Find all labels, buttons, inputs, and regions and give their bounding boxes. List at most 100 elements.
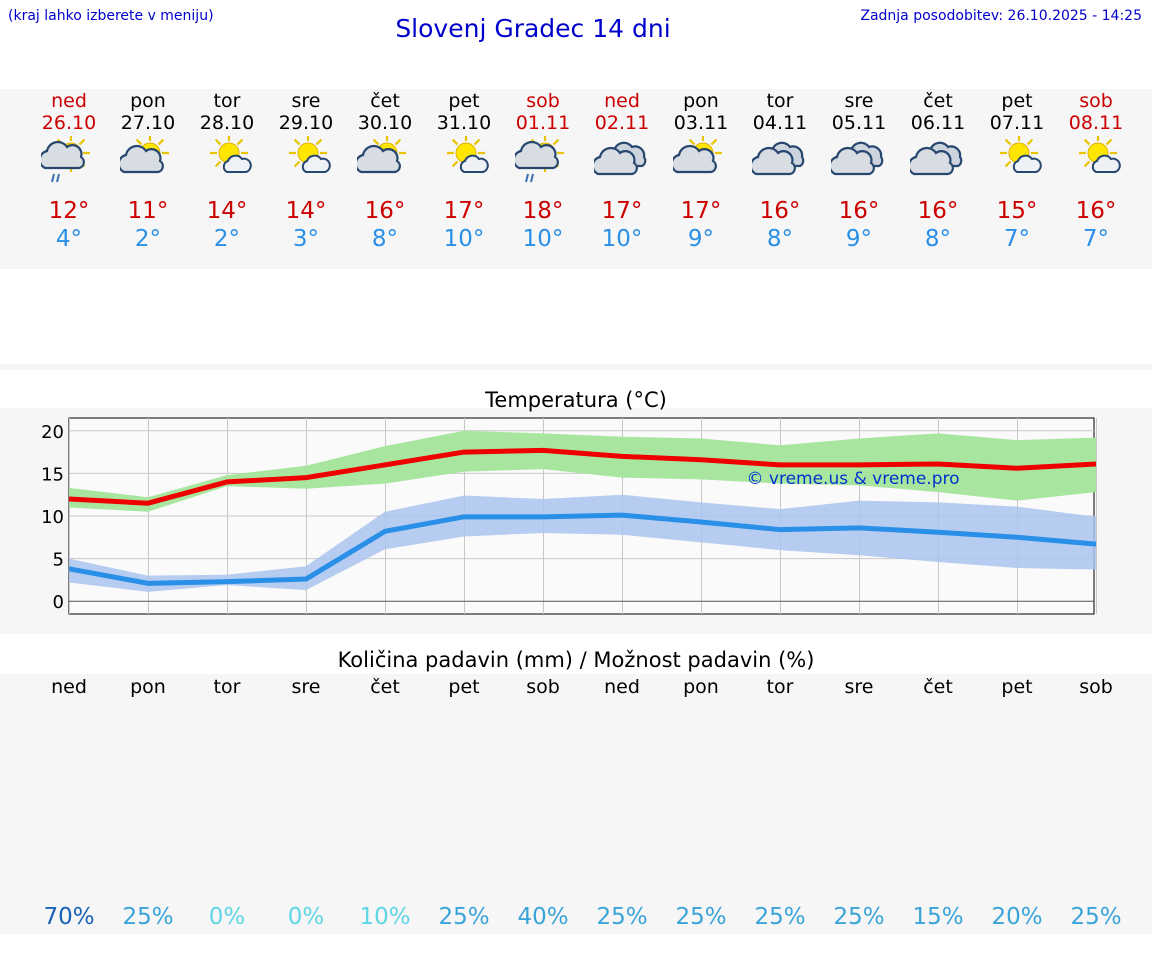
temp-y-tick-label: 15 [41,464,64,485]
precip-probability: 70% [43,904,95,930]
min-temperature: 8° [371,226,399,252]
min-temperature: 7° [1082,226,1110,252]
temp-y-tick-label: 0 [53,592,64,613]
max-temperature: 17° [443,198,485,224]
max-temperature: 16° [364,198,406,224]
day-date: 28.10 [199,112,255,134]
max-temperature-line [68,447,1097,506]
precip-day-label: ned [51,676,87,698]
precip-day-label: čet [370,676,400,698]
precip-day-label: tor [766,676,794,698]
last-updated: Zadnja posodobitev: 26.10.2025 - 14:25 [860,8,1142,24]
max-temperature: 16° [917,198,959,224]
min-temperature: 8° [924,226,952,252]
day-name: sob [526,90,560,112]
day-name: pon [130,90,166,112]
day-name: pet [448,90,480,112]
location-hint: (kraj lahko izberete v meniju) [8,8,214,24]
max-temperature: 12° [48,198,90,224]
min-temperature: 9° [687,226,715,252]
min-temperature: 8° [766,226,794,252]
sun-small-cloud-icon [187,134,267,190]
day-date: 29.10 [278,112,334,134]
max-temperature: 11° [127,198,169,224]
max-temperature: 17° [680,198,722,224]
precip-day-label: sre [844,676,874,698]
day-name: ned [51,90,87,112]
temp-y-tick-label: 20 [41,422,64,443]
sun-small-cloud-icon [266,134,346,190]
cloudy-icon [582,136,662,190]
day-date: 03.11 [673,112,729,134]
day-name: tor [766,90,794,112]
precip-probability: 20% [991,904,1043,930]
day-name: tor [213,90,241,112]
precip-day-label: sob [526,676,560,698]
precip-probability: 25% [754,904,806,930]
day-date: 02.11 [594,112,650,134]
min-temperature: 2° [213,226,241,252]
sun-small-cloud-icon [977,134,1057,190]
precip-probability: 25% [833,904,885,930]
precip-day-label: ned [604,676,640,698]
min-temperature: 4° [55,226,83,252]
temperature-chart-title: Temperatura (°C) [485,388,667,412]
precip-day-label: sre [291,676,321,698]
day-name: čet [370,90,400,112]
copyright-watermark: © vreme.us & vreme.pro [746,469,959,489]
min-temperature: 10° [443,226,485,252]
precip-day-label: sob [1079,676,1113,698]
precip-probability: 0% [208,904,246,930]
sun-small-cloud-icon [424,134,504,190]
day-name: sre [291,90,321,112]
max-temperature: 17° [601,198,643,224]
precip-probability: 0% [287,904,325,930]
precip-probability: 25% [438,904,490,930]
cloudy-icon [898,136,978,190]
min-temperature-line [68,512,1097,586]
precip-day-label: pet [1001,676,1033,698]
day-date: 31.10 [436,112,492,134]
precip-day-label: čet [923,676,953,698]
day-date: 08.11 [1068,112,1124,134]
precipitation-chart-title: Količina padavin (mm) / Možnost padavin … [337,648,815,672]
min-temperature: 10° [522,226,564,252]
precipitation-panel [0,674,1152,934]
max-temperature: 14° [285,198,327,224]
day-date: 05.11 [831,112,887,134]
max-temperature: 14° [206,198,248,224]
sun-cloud-rain-icon [29,134,109,190]
min-temperature: 2° [134,226,162,252]
min-temperature: 3° [292,226,320,252]
sun-cloud-rain-icon [503,134,583,190]
min-temperature: 9° [845,226,873,252]
max-temperature: 16° [759,198,801,224]
day-name: sob [1079,90,1113,112]
precip-day-label: pon [683,676,719,698]
precip-probability: 10% [359,904,411,930]
day-date: 04.11 [752,112,808,134]
precip-day-label: pon [130,676,166,698]
day-name: ned [604,90,640,112]
forecast-strip [0,89,1152,269]
sun-small-cloud-icon [1056,134,1136,190]
page-title: Slovenj Gradec 14 dni [395,14,671,43]
day-date: 06.11 [910,112,966,134]
precip-probability: 40% [517,904,569,930]
day-name: pet [1001,90,1033,112]
precip-probability: 25% [1070,904,1122,930]
day-name: čet [923,90,953,112]
temp-y-tick-label: 10 [41,507,64,528]
separator-band [0,364,1152,370]
temp-y-tick-label: 5 [53,550,64,571]
sun-cloud-icon [108,134,188,190]
day-name: sre [844,90,874,112]
precip-probability: 25% [596,904,648,930]
precip-probability: 25% [122,904,174,930]
min-temperature: 10° [601,226,643,252]
day-name: pon [683,90,719,112]
day-date: 27.10 [120,112,176,134]
day-date: 01.11 [515,112,571,134]
max-temperature-range-band [69,430,1096,512]
max-temperature: 15° [996,198,1038,224]
